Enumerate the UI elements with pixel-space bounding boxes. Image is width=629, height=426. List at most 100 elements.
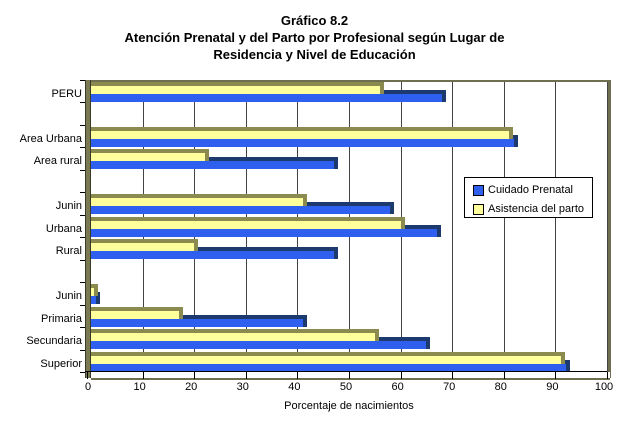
bar-top-cuidado-prenatal [91, 247, 338, 252]
y-tick [80, 350, 85, 351]
y-tick [80, 327, 85, 328]
bar-top-asistencia-del-parto [91, 351, 565, 356]
x-tick [555, 372, 556, 379]
bar-end-cuidado-prenatal [441, 90, 446, 102]
bar-cuidado-prenatal [91, 363, 566, 372]
bar-asistencia-del-parto [91, 310, 179, 319]
category-label-area-urbana: Area Urbana [19, 132, 82, 145]
floor [91, 372, 610, 380]
x-tick [452, 372, 453, 379]
legend-swatch-yellow-icon [473, 203, 484, 215]
bar-end-asistencia-del-parto [302, 194, 307, 207]
bar-cuidado-prenatal [91, 318, 303, 327]
x-tick-label-0: 0 [84, 381, 92, 393]
x-tick-label-80: 80 [494, 381, 507, 393]
bar-asistencia-del-parto [91, 220, 401, 229]
bar-cuidado-prenatal [91, 94, 442, 102]
bar-end-cuidado-prenatal [333, 157, 338, 170]
chart-title-line3: Residencia y Nivel de Educación [213, 47, 416, 62]
bar-end-asistencia-del-parto [400, 216, 405, 229]
x-tick [297, 372, 298, 379]
x-tick [87, 372, 88, 379]
bar-end-asistencia-del-parto [560, 351, 565, 364]
x-tick-label-100: 100 [594, 381, 614, 393]
bar-end-cuidado-prenatal [333, 247, 338, 260]
bar-end-asistencia-del-parto [379, 82, 384, 94]
bar-top-asistencia-del-parto [91, 194, 307, 199]
x-tick-label-30: 30 [236, 381, 249, 393]
bar-end-cuidado-prenatal [302, 314, 307, 327]
category-label-peru: PERU [51, 88, 82, 100]
bar-asistencia-del-parto [91, 86, 380, 94]
category-label-primaria: Primaria [41, 312, 82, 325]
y-tick [80, 192, 85, 193]
x-tick [349, 372, 350, 379]
bar-top-asistencia-del-parto [91, 306, 183, 311]
frame-right-wall [608, 80, 611, 378]
x-tick [504, 372, 505, 379]
y-tick [80, 237, 85, 238]
y-tick [80, 305, 85, 306]
bar-cuidado-prenatal [91, 206, 391, 215]
gridline [504, 80, 505, 372]
bar-top-asistencia-del-parto [91, 329, 379, 334]
bar-end-cuidado-prenatal [514, 134, 519, 147]
bar-end-asistencia-del-parto [178, 306, 183, 319]
x-tick [607, 372, 608, 379]
x-tick-label-40: 40 [288, 381, 301, 393]
bar-cuidado-prenatal [91, 251, 334, 260]
bar-end-asistencia-del-parto [93, 284, 98, 297]
x-tick [246, 372, 247, 379]
bar-cuidado-prenatal [91, 161, 334, 170]
y-tick [80, 215, 85, 216]
bar-end-cuidado-prenatal [436, 224, 441, 237]
x-tick-label-70: 70 [443, 381, 456, 393]
y-tick [80, 102, 85, 103]
x-tick [143, 372, 144, 379]
chart-title-line2: Atención Prenatal y del Parto por Profes… [124, 30, 505, 45]
bar-top-cuidado-prenatal [91, 157, 338, 162]
category-label-area-rural: Area rural [33, 155, 82, 168]
gridline [452, 80, 453, 372]
bar-top-asistencia-del-parto [91, 239, 199, 244]
bar-end-asistencia-del-parto [508, 126, 513, 139]
bar-end-asistencia-del-parto [374, 329, 379, 342]
legend-item-asistencia-del-parto: Asistencia del parto [473, 201, 592, 217]
chart-title-line1: Gráfico 8.2 [280, 13, 349, 28]
x-tick-label-10: 10 [133, 381, 146, 393]
chart-title: Gráfico 8.2 Atención Prenatal y del Part… [0, 12, 629, 63]
gridline [555, 80, 556, 372]
legend-label-asistencia-del-parto: Asistencia del parto [488, 203, 584, 215]
bar-end-asistencia-del-parto [204, 149, 209, 162]
category-label-rural: Rural [55, 245, 82, 258]
bar-cuidado-prenatal [91, 341, 427, 350]
bar-top-asistencia-del-parto [91, 82, 384, 86]
bar-end-cuidado-prenatal [96, 292, 101, 305]
y-tick [80, 282, 85, 283]
legend-swatch-blue-icon [473, 184, 484, 196]
bar-end-asistencia-del-parto [194, 239, 199, 252]
bar-cuidado-prenatal [91, 138, 515, 147]
legend: Cuidado Prenatal Asistencia del parto [464, 177, 593, 218]
category-axis-line [85, 371, 607, 372]
x-axis-title: Porcentaje de nacimientos [284, 400, 414, 412]
category-label-superior: Superior [40, 357, 82, 370]
category-label-junin: Junin [55, 290, 82, 303]
bar-end-cuidado-prenatal [390, 202, 395, 215]
legend-label-cuidado-prenatal: Cuidado Prenatal [488, 184, 574, 196]
bar-top-asistencia-del-parto [91, 216, 405, 221]
bar-asistencia-del-parto [91, 333, 375, 342]
y-tick [80, 80, 85, 81]
bar-top-cuidado-prenatal [91, 314, 307, 319]
bar-asistencia-del-parto [91, 153, 205, 162]
bar-cuidado-prenatal [91, 228, 437, 237]
x-tick-label-50: 50 [339, 381, 353, 393]
gridline [607, 80, 608, 372]
bar-cuidado-prenatal [91, 296, 97, 305]
bar-top-asistencia-del-parto [91, 126, 513, 131]
x-tick-label-90: 90 [546, 381, 559, 393]
bar-top-asistencia-del-parto [91, 149, 209, 154]
y-tick [80, 170, 85, 171]
